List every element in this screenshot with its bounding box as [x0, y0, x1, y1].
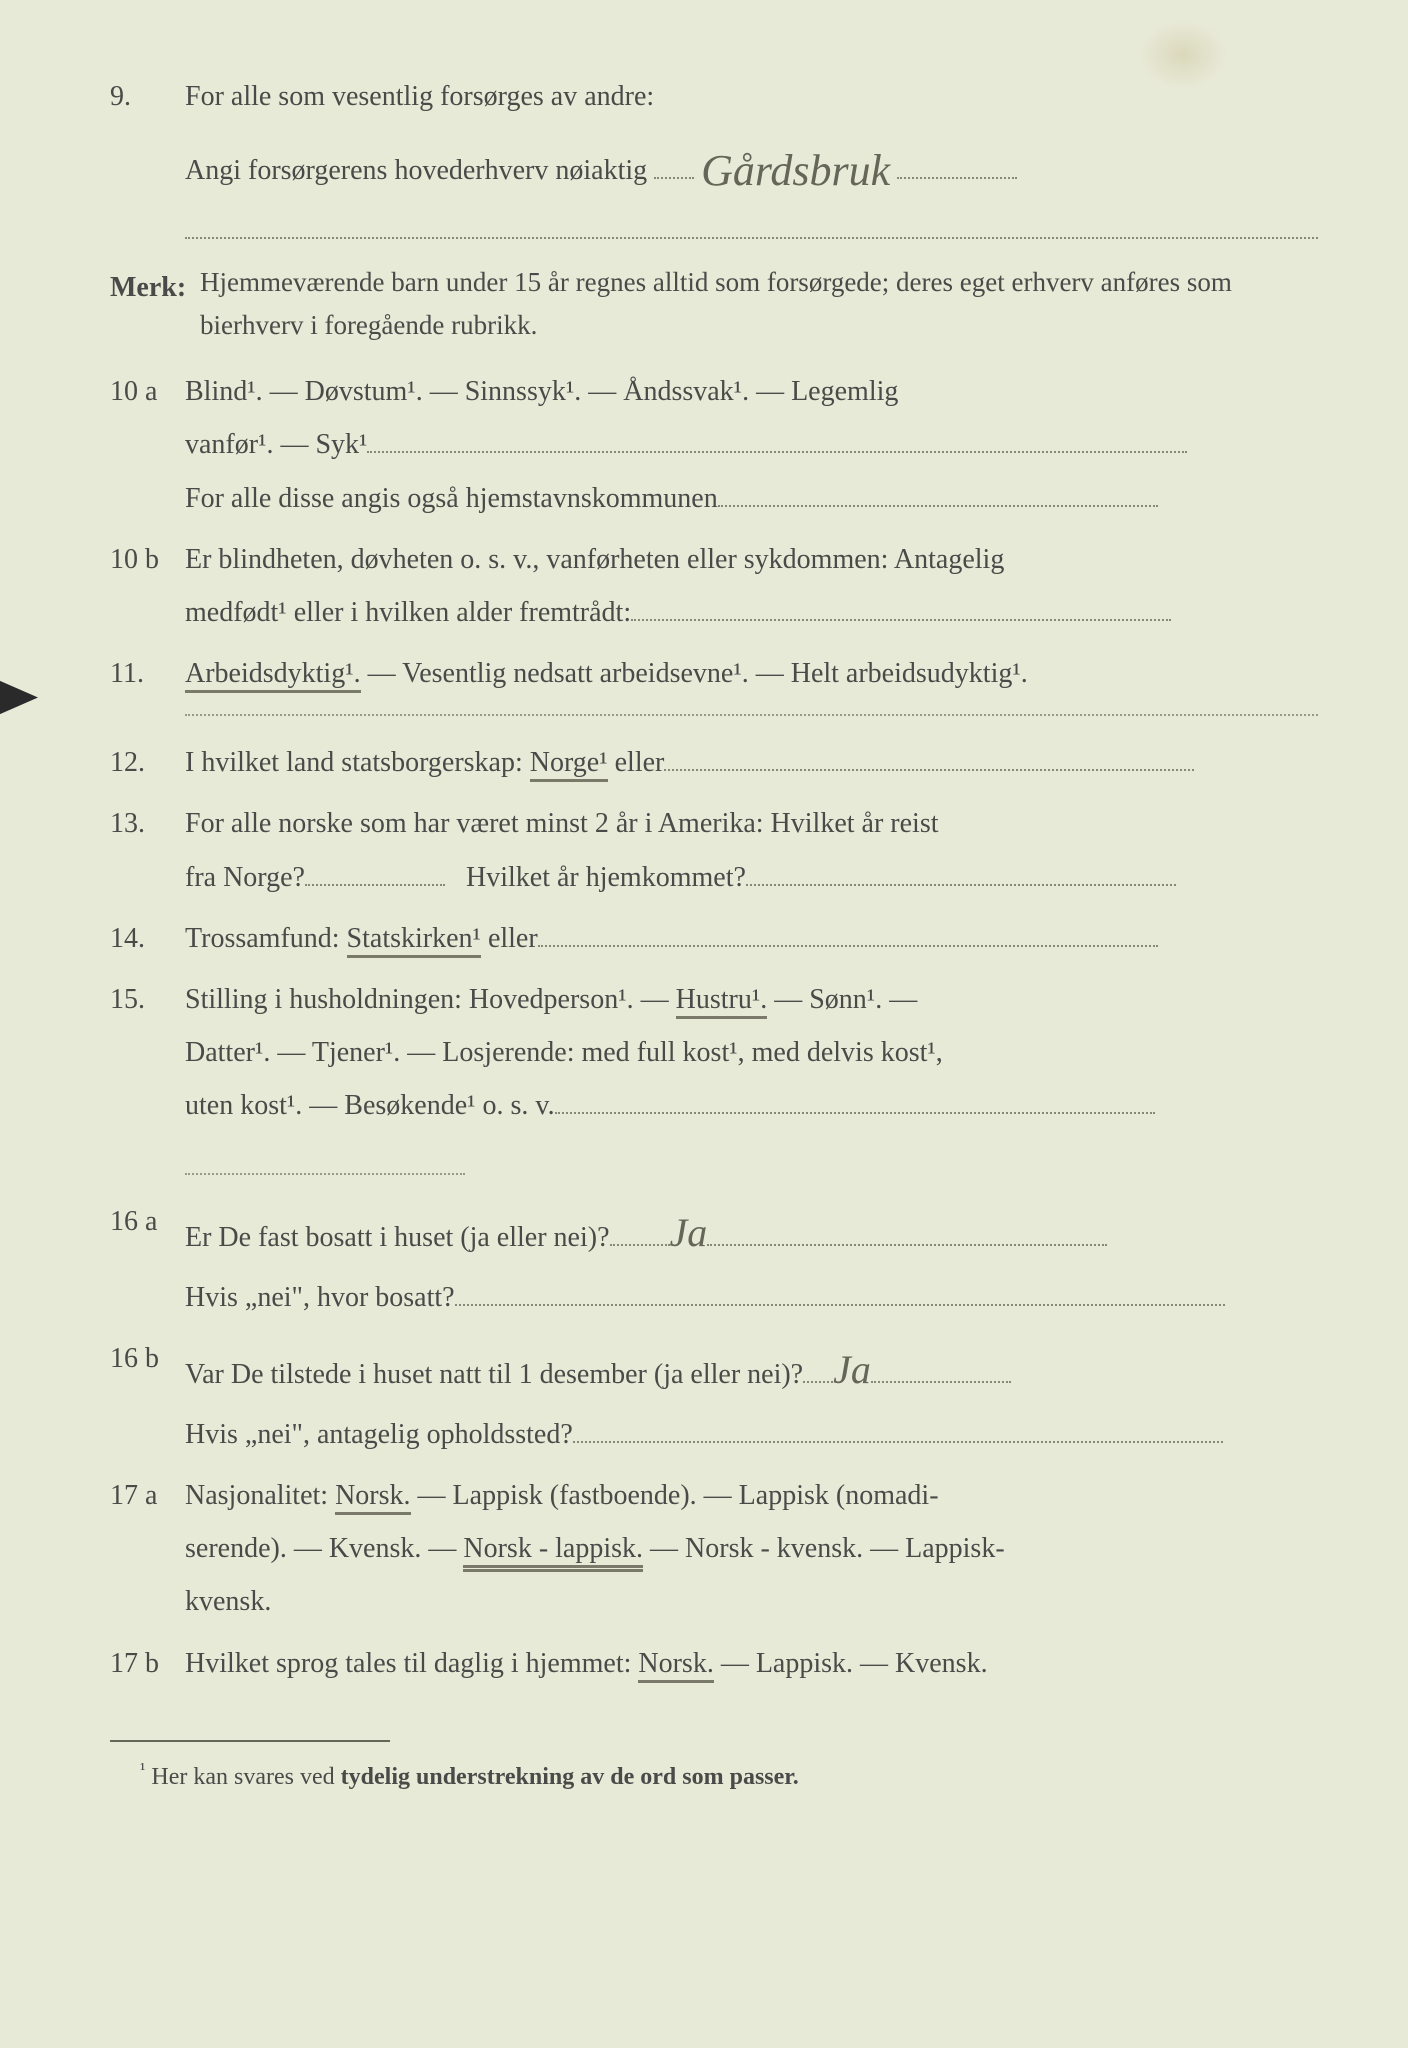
q10b-text1: Er blindheten, døvheten o. s. v., vanfør… — [185, 544, 1004, 575]
footnote-marker: ¹ — [140, 1759, 145, 1779]
q12-content: I hvilket land statsborgerskap: Norge¹ e… — [185, 736, 1318, 789]
q16b-number: 16 b — [110, 1332, 185, 1461]
q16a-ans: Ja — [670, 1210, 708, 1255]
divider-1 — [185, 714, 1318, 716]
q11-content: Arbeidsdyktig¹. — Vesentlig nedsatt arbe… — [185, 647, 1318, 700]
q10a-content: Blind¹. — Døvstum¹. — Sinnssyk¹. — Åndss… — [185, 365, 1318, 525]
q11-opt1: Arbeidsdyktig¹. — [185, 658, 361, 693]
q16b-text2: Hvis „nei", antagelig opholdssted? — [185, 1419, 573, 1450]
footnote-divider — [110, 1740, 390, 1742]
q12-opt: Norge¹ — [530, 747, 608, 782]
question-10a: 10 a Blind¹. — Døvstum¹. — Sinnssyk¹. — … — [110, 365, 1318, 525]
q17a-text1a: Nasjonalitet: — [185, 1480, 335, 1511]
census-form-page: 9. For alle som vesentlig forsørges av a… — [0, 0, 1408, 2048]
question-15: 15. Stilling i husholdningen: Hovedperso… — [110, 973, 1318, 1133]
paper-notch — [0, 680, 38, 715]
q17b-opt: Norsk. — [638, 1648, 713, 1683]
question-10b: 10 b Er blindheten, døvheten o. s. v., v… — [110, 533, 1318, 639]
q14-after: eller — [481, 923, 538, 954]
question-13: 13. For alle norske som har været minst … — [110, 797, 1318, 903]
q15-text3: uten kost¹. — Besøkende¹ o. s. v. — [185, 1090, 555, 1121]
q14-number: 14. — [110, 912, 185, 965]
q15-text1a: Stilling i husholdningen: Hovedperson¹. … — [185, 984, 676, 1015]
q16a-number: 16 a — [110, 1195, 185, 1324]
q10b-text2: medfødt¹ eller i hvilken alder fremtrådt… — [185, 597, 631, 628]
q10a-text2: vanfør¹. — Syk¹ — [185, 429, 367, 460]
divider-2 — [185, 1173, 465, 1175]
q15-content: Stilling i husholdningen: Hovedperson¹. … — [185, 973, 1318, 1133]
q15-text2: Datter¹. — Tjener¹. — Losjerende: med fu… — [185, 1037, 943, 1068]
question-14: 14. Trossamfund: Statskirken¹ eller — [110, 912, 1318, 965]
q16b-ans: Ja — [833, 1347, 871, 1392]
q13-number: 13. — [110, 797, 185, 903]
q12-text: I hvilket land statsborgerskap: — [185, 747, 530, 778]
q15-text1b: — Sønn¹. — — [767, 984, 917, 1015]
question-17a: 17 a Nasjonalitet: Norsk. — Lappisk (fas… — [110, 1469, 1318, 1629]
q16a-content: Er De fast bosatt i huset (ja eller nei)… — [185, 1195, 1318, 1324]
q13-text1: For alle norske som har været minst 2 år… — [185, 808, 939, 839]
q10a-text1: Blind¹. — Døvstum¹. — Sinnssyk¹. — Åndss… — [185, 376, 898, 407]
q14-content: Trossamfund: Statskirken¹ eller — [185, 912, 1318, 965]
q10a-number: 10 a — [110, 365, 185, 525]
q17b-text2: — Lappisk. — Kvensk. — [714, 1648, 988, 1679]
q17a-number: 17 a — [110, 1469, 185, 1629]
q13-text2a: fra Norge? — [185, 862, 305, 893]
question-16b: 16 b Var De tilstede i huset natt til 1 … — [110, 1332, 1318, 1461]
q17b-number: 17 b — [110, 1637, 185, 1690]
question-12: 12. I hvilket land statsborgerskap: Norg… — [110, 736, 1318, 789]
q12-number: 12. — [110, 736, 185, 789]
q9-content: For alle som vesentlig forsørges av andr… — [185, 70, 1318, 239]
question-9: 9. For alle som vesentlig forsørges av a… — [110, 70, 1318, 239]
merk-text: Hjemmeværende barn under 15 år regnes al… — [200, 261, 1318, 347]
q16b-text1: Var De tilstede i huset natt til 1 desem… — [185, 1359, 803, 1390]
q17a-text2b: — Norsk - kvensk. — Lappisk- — [643, 1533, 1005, 1564]
q14-opt: Statskirken¹ — [347, 923, 481, 958]
footnote: ¹ Her kan svares ved tydelig understrekn… — [140, 1752, 1318, 1801]
q10a-text3: For alle disse angis også hjemstavnskomm… — [185, 483, 718, 514]
q9-line2: Angi forsørgerens hovederhverv nøiaktig — [185, 155, 647, 186]
q9-number: 9. — [110, 70, 185, 239]
q16b-content: Var De tilstede i huset natt til 1 desem… — [185, 1332, 1318, 1461]
q17a-content: Nasjonalitet: Norsk. — Lappisk (fastboen… — [185, 1469, 1318, 1629]
paper-stain — [1138, 20, 1228, 90]
q10b-content: Er blindheten, døvheten o. s. v., vanfør… — [185, 533, 1318, 639]
q17a-text3: kvensk. — [185, 1586, 271, 1617]
merk-label: Merk: — [110, 261, 200, 347]
q17b-content: Hvilket sprog tales til daglig i hjemmet… — [185, 1637, 1318, 1690]
question-11: 11. Arbeidsdyktig¹. — Vesentlig nedsatt … — [110, 647, 1318, 700]
q9-answer: Gårdsbruk — [701, 146, 890, 195]
q17a-text1b: — Lappisk (fastboende). — Lappisk (nomad… — [411, 1480, 939, 1511]
q17b-text1: Hvilket sprog tales til daglig i hjemmet… — [185, 1648, 638, 1679]
q13-text2b: Hvilket år hjemkommet? — [466, 862, 746, 893]
q16a-text2: Hvis „nei", hvor bosatt? — [185, 1282, 455, 1313]
q12-after: eller — [608, 747, 665, 778]
q13-content: For alle norske som har været minst 2 år… — [185, 797, 1318, 903]
q14-text: Trossamfund: — [185, 923, 347, 954]
merk-note: Merk: Hjemmeværende barn under 15 år reg… — [110, 261, 1318, 347]
q9-line1: For alle som vesentlig forsørges av andr… — [185, 81, 654, 112]
q17a-opt1: Norsk. — [335, 1480, 410, 1515]
q17a-opt2: Norsk - lappisk. — [463, 1533, 643, 1568]
question-16a: 16 a Er De fast bosatt i huset (ja eller… — [110, 1195, 1318, 1324]
q11-mid: — Vesentlig nedsatt arbeidsevne¹. — Helt… — [361, 658, 1028, 689]
q16a-text1: Er De fast bosatt i huset (ja eller nei)… — [185, 1222, 610, 1253]
q17a-text2a: serende). — Kvensk. — — [185, 1533, 463, 1564]
question-17b: 17 b Hvilket sprog tales til daglig i hj… — [110, 1637, 1318, 1690]
footnote-text: Her kan svares ved tydelig understreknin… — [151, 1764, 798, 1790]
q11-number: 11. — [110, 647, 185, 700]
q10b-number: 10 b — [110, 533, 185, 639]
q15-number: 15. — [110, 973, 185, 1133]
q15-opt: Hustru¹. — [676, 984, 768, 1019]
